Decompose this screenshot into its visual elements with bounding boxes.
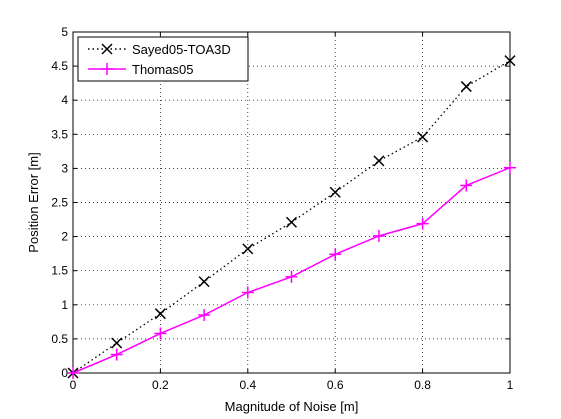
- series-2-point: [504, 161, 516, 174]
- y-tick-label: 2.5: [51, 196, 68, 210]
- series-2-point: [285, 270, 298, 283]
- y-tick-label: 3.5: [51, 127, 68, 141]
- y-axis-label: Position Error [m]: [26, 152, 41, 252]
- series-2-point: [198, 309, 211, 322]
- legend-marker-2: [101, 63, 113, 75]
- y-tick-label: 1.5: [51, 264, 68, 278]
- series-2-point: [372, 229, 385, 242]
- series-1-point: [373, 155, 385, 167]
- y-tick-label: 4.5: [51, 59, 68, 73]
- legend-label-1: Sayed05-TOA3D: [132, 42, 231, 57]
- series-group: [67, 55, 516, 379]
- series-2-point: [460, 179, 473, 192]
- series-1-point: [460, 81, 472, 93]
- y-tick-label: 2: [61, 230, 68, 244]
- series-1-point: [242, 243, 254, 255]
- y-tick-label: 3: [61, 161, 68, 175]
- series-1-point: [111, 337, 123, 349]
- x-axis-ticks: 0 0.2 0.4 0.6 0.8 1: [70, 32, 514, 392]
- series-2-point: [416, 217, 429, 230]
- x-tick-label: 1: [507, 378, 514, 392]
- x-tick-label: 0: [70, 378, 77, 392]
- series-1-point: [285, 216, 298, 228]
- x-tick-label: 0.4: [239, 378, 256, 392]
- grid: [73, 32, 510, 373]
- y-tick-label: 5: [61, 25, 68, 39]
- y-tick-label: 0: [61, 366, 68, 380]
- series-2-point: [154, 327, 167, 340]
- legend: Sayed05-TOA3D Thomas05: [77, 36, 249, 82]
- x-axis-label: Magnitude of Noise [m]: [225, 399, 359, 414]
- legend-label-2: Thomas05: [132, 62, 193, 77]
- series-1-point: [417, 131, 429, 143]
- x-tick-label: 0.8: [414, 378, 431, 392]
- x-tick-label: 0.6: [327, 378, 344, 392]
- series-2-point: [67, 367, 79, 379]
- plot-background: [73, 32, 510, 373]
- y-tick-label: 0.5: [51, 332, 68, 346]
- legend-marker-1: [101, 43, 113, 55]
- series-2-point: [110, 348, 123, 361]
- y-axis-ticks: 0 0.5 1 1.5 2 2.5 3 3.5 4 4.5 5: [51, 25, 510, 380]
- x-tick-label: 0.2: [152, 378, 169, 392]
- series-1-point: [198, 276, 210, 288]
- series-1-point: [154, 308, 166, 320]
- legend-box: [77, 36, 249, 82]
- y-tick-label: 4: [61, 93, 68, 107]
- series-1-point: [329, 186, 341, 198]
- series-1-point: [504, 55, 516, 67]
- series-2-point: [241, 286, 254, 299]
- series-2-point: [329, 248, 342, 261]
- y-tick-label: 1: [61, 298, 68, 312]
